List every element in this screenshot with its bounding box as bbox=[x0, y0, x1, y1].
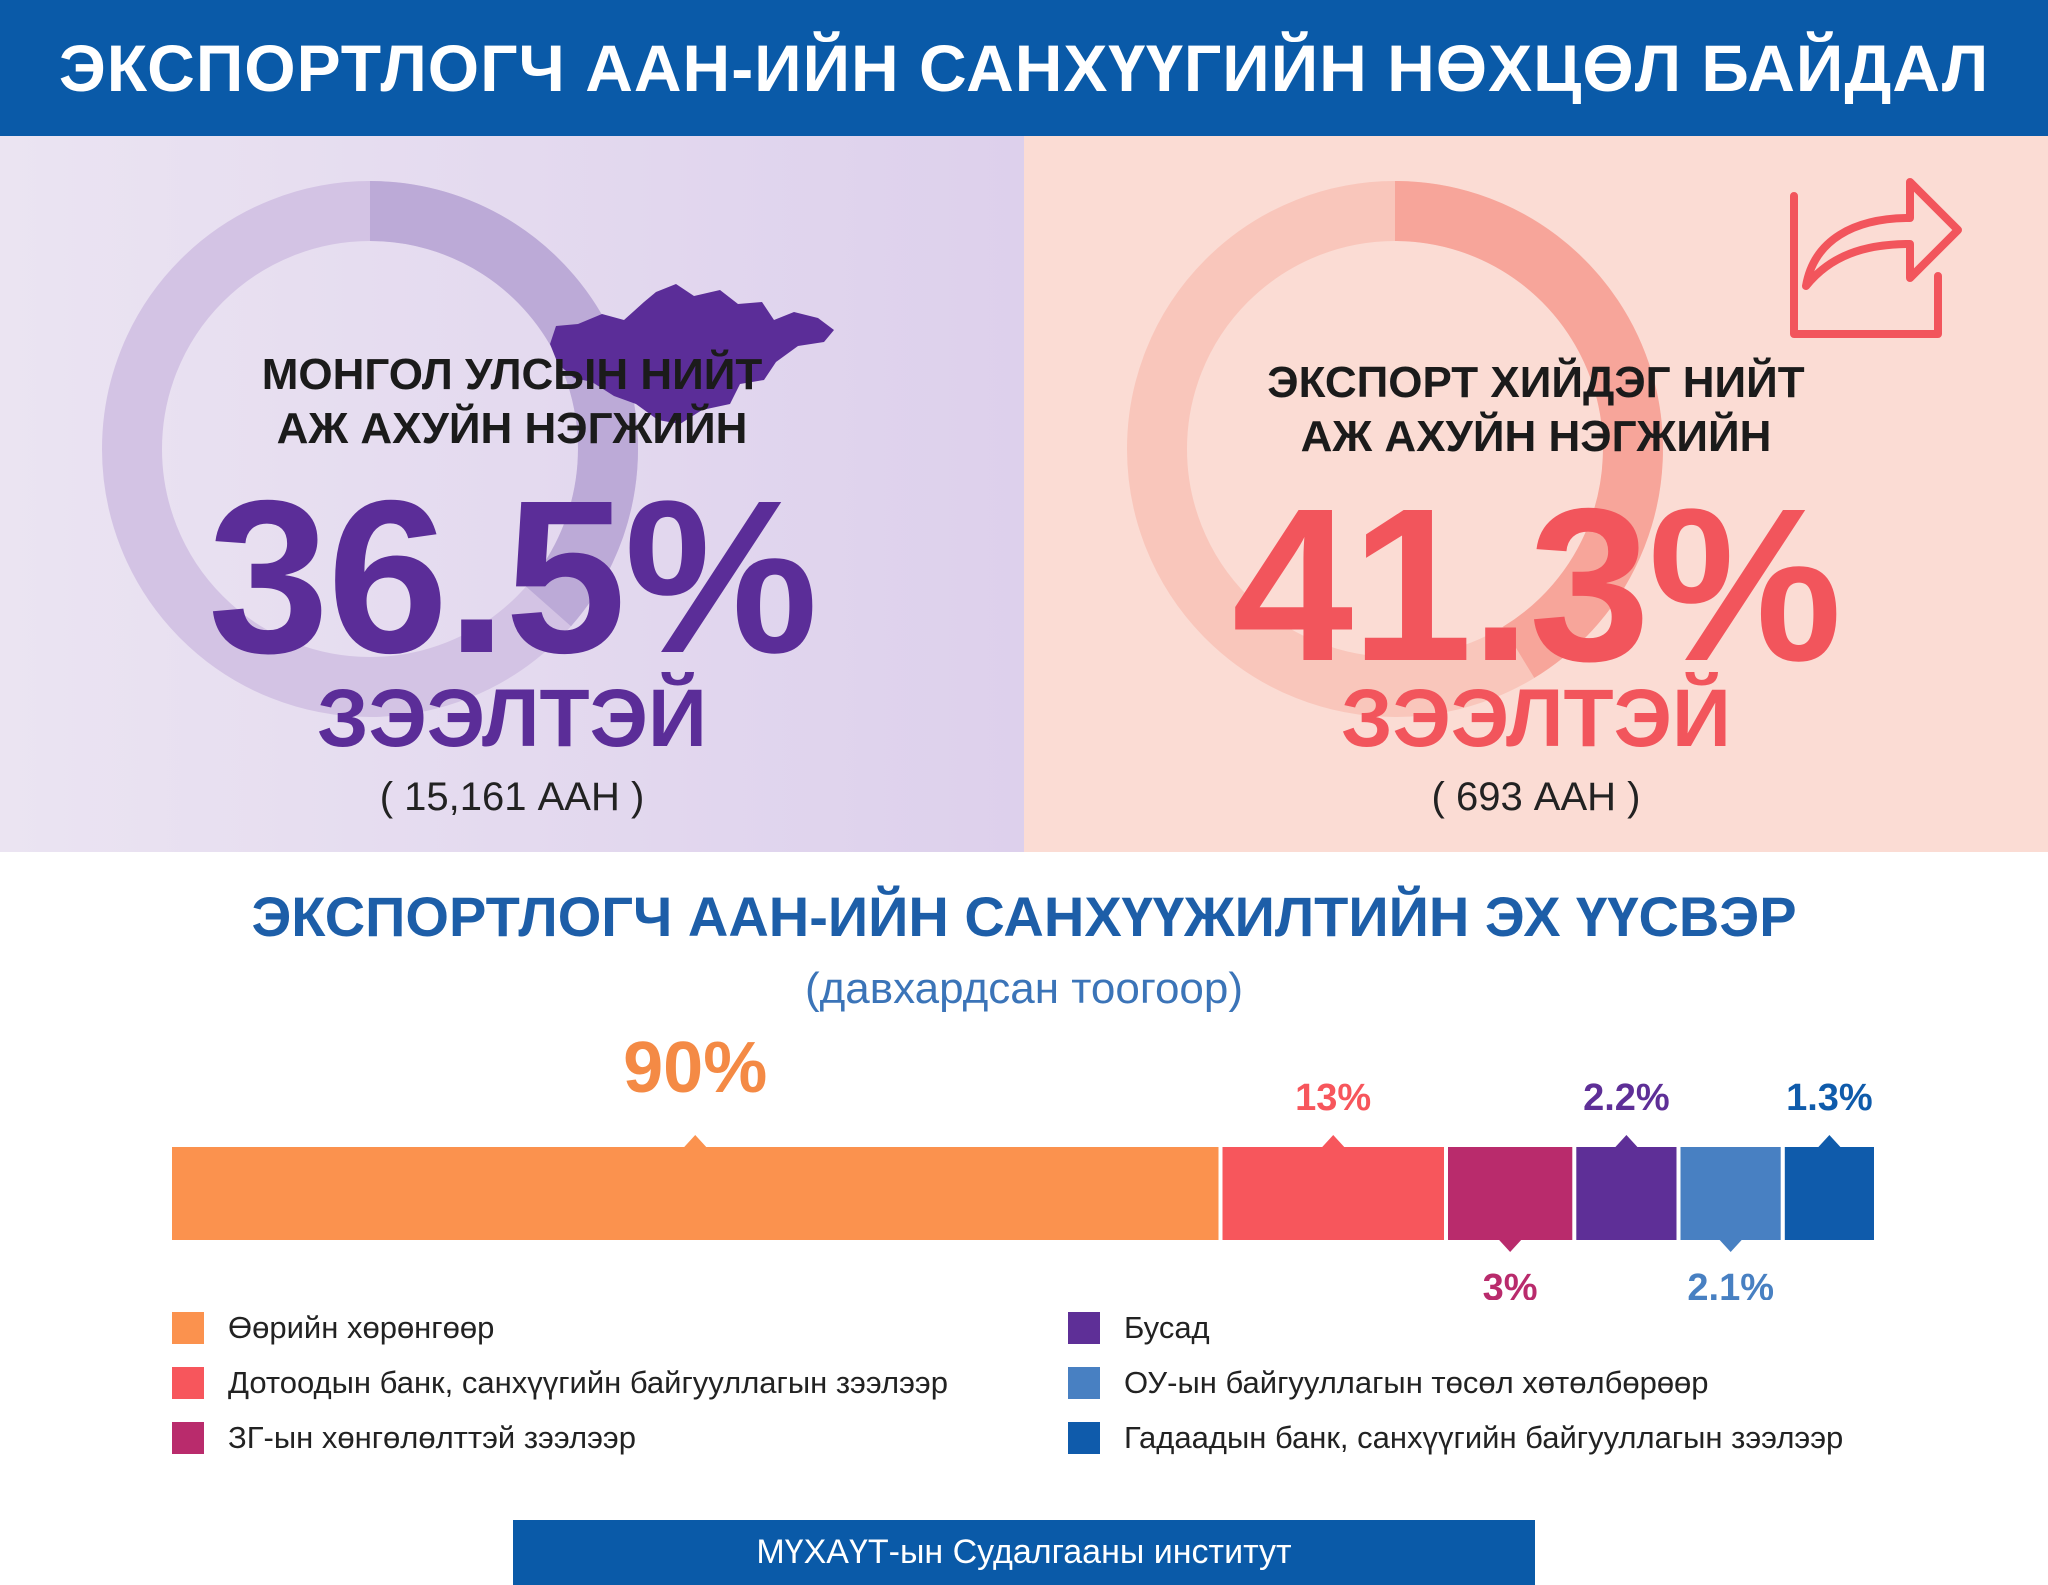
bar-segment bbox=[1448, 1147, 1573, 1240]
legend-item: Бусад bbox=[1068, 1300, 1843, 1355]
mongolia-map-icon bbox=[550, 284, 834, 424]
left-company-count: ( 15,161 ААН ) bbox=[379, 775, 645, 819]
legend-swatch bbox=[1068, 1311, 1100, 1344]
exporter-loan-panel: ЭКСПОРТ ХИЙДЭГ НИЙТ АЖ АХУЙН НЭГЖИЙН 41.… bbox=[1024, 136, 2048, 852]
right-company-count: ( 693 ААН ) bbox=[1431, 775, 1641, 819]
bar-value-label: 13% bbox=[1295, 1077, 1371, 1119]
legend-left: Өөрийн хөрөнгөөр Дотоодын банк, санхүүги… bbox=[172, 1300, 948, 1465]
legend-right: Бусад ОУ-ын байгууллагын төсөл хөтөлбөрө… bbox=[1068, 1300, 1843, 1465]
export-share-icon bbox=[1790, 178, 1962, 338]
legend-swatch bbox=[172, 1311, 204, 1344]
legend-label: Гадаадын банк, санхүүгийн байгууллагын з… bbox=[1124, 1419, 1844, 1455]
bar-segment bbox=[1576, 1147, 1677, 1240]
legend-label: Дотоодын банк, санхүүгийн байгууллагын з… bbox=[228, 1364, 948, 1400]
bar-pointer bbox=[1499, 1240, 1522, 1252]
left-percentage: 36.5% bbox=[207, 456, 818, 699]
bar-value-label: 2.1% bbox=[1687, 1267, 1774, 1300]
donut-share-arc bbox=[1394, 181, 1663, 678]
bar-pointer bbox=[1818, 1135, 1841, 1147]
chart-subtitle: (давхардсан тоогоор) bbox=[804, 964, 1244, 1013]
legend-swatch bbox=[1068, 1366, 1100, 1399]
bar-value-label: 90% bbox=[623, 1030, 767, 1108]
bar-value-label: 2.2% bbox=[1583, 1077, 1670, 1119]
source-label: МҮХАҮТ-ын Судалгааны институт bbox=[756, 1533, 1292, 1571]
chart-title: ЭКСПОРТЛОГЧ ААН-ИЙН САНХҮҮЖИЛТИЙН ЭХ ҮҮС… bbox=[251, 885, 1797, 948]
page-title: ЭКСПОРТЛОГЧ ААН-ИЙН САНХҮҮГИЙН НӨХЦӨЛ БА… bbox=[58, 31, 1990, 105]
left-caption-line1: МОНГОЛ УЛСЫН НИЙТ bbox=[261, 350, 763, 399]
legend-label: ОУ-ын байгууллагын төсөл хөтөлбөрөөр bbox=[1124, 1364, 1709, 1400]
source-footer: МҮХАҮТ-ын Судалгааны институт bbox=[513, 1520, 1535, 1585]
bar-pointer bbox=[1615, 1135, 1638, 1147]
right-caption-line1: ЭКСПОРТ ХИЙДЭГ НИЙТ bbox=[1267, 358, 1805, 407]
left-caption: МОНГОЛ УЛСЫН НИЙТ АЖ АХУЙН НЭГЖИЙН bbox=[0, 348, 1024, 456]
bar-segment bbox=[1680, 1147, 1781, 1240]
mongolia-donut-chart bbox=[102, 181, 834, 717]
right-loan-label: ЗЭЭЛТЭЙ bbox=[1341, 673, 1731, 764]
legend-label: ЗГ-ын хөнгөлөлттэй зээлээр bbox=[228, 1419, 636, 1455]
right-caption-line2: АЖ АХУЙН НЭГЖИЙН bbox=[1300, 412, 1772, 461]
bar-pointer bbox=[1322, 1135, 1345, 1147]
funding-sources-bar-chart: 90% 13% 3% 2.2% 2.1% 1.3% bbox=[172, 1030, 1874, 1300]
legend-item: Гадаадын банк, санхүүгийн байгууллагын з… bbox=[1068, 1410, 1843, 1465]
bar-pointer bbox=[684, 1135, 707, 1147]
bar-segment bbox=[1222, 1147, 1444, 1240]
bar-pointer bbox=[1719, 1240, 1742, 1252]
left-loan-label: ЗЭЭЛТЭЙ bbox=[317, 673, 707, 764]
exporter-donut-chart bbox=[1127, 178, 1962, 717]
legend-swatch bbox=[172, 1421, 204, 1454]
header-banner: ЭКСПОРТЛОГЧ ААН-ИЙН САНХҮҮГИЙН НӨХЦӨЛ БА… bbox=[0, 0, 2048, 136]
legend-item: Өөрийн хөрөнгөөр bbox=[172, 1300, 948, 1355]
legend-item: ЗГ-ын хөнгөлөлттэй зээлээр bbox=[172, 1410, 948, 1465]
legend-item: ОУ-ын байгууллагын төсөл хөтөлбөрөөр bbox=[1068, 1355, 1843, 1410]
bar-value-label: 3% bbox=[1483, 1267, 1538, 1300]
legend-label: Өөрийн хөрөнгөөр bbox=[228, 1309, 495, 1345]
bar-segment bbox=[1784, 1147, 1874, 1240]
legend-item: Дотоодын банк, санхүүгийн байгууллагын з… bbox=[172, 1355, 948, 1410]
bar-value-label: 1.3% bbox=[1786, 1077, 1873, 1119]
legend-swatch bbox=[172, 1366, 204, 1399]
right-percentage: 41.3% bbox=[1231, 464, 1842, 707]
right-caption: ЭКСПОРТ ХИЙДЭГ НИЙТ АЖ АХУЙН НЭГЖИЙН bbox=[1024, 356, 2048, 464]
left-caption-line2: АЖ АХУЙН НЭГЖИЙН bbox=[276, 404, 748, 453]
mongolia-loan-panel: МОНГОЛ УЛСЫН НИЙТ АЖ АХУЙН НЭГЖИЙН 36.5%… bbox=[0, 136, 1024, 852]
legend-label: Бусад bbox=[1124, 1309, 1210, 1345]
bar-segment bbox=[172, 1147, 1219, 1240]
legend-swatch bbox=[1068, 1421, 1100, 1454]
